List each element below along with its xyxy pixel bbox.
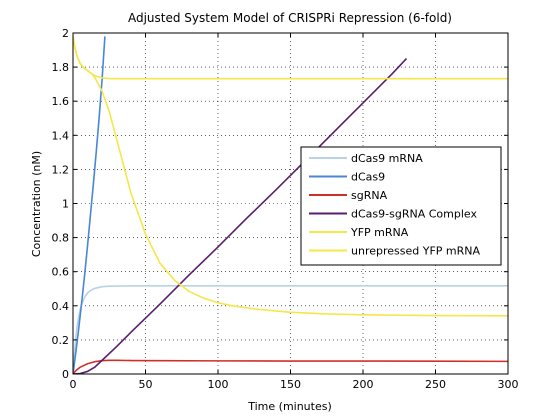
y-tick-label: 0.4 [52, 300, 70, 313]
legend-box [300, 146, 502, 266]
y-tick-label: 0 [62, 368, 69, 381]
x-tick-label: 0 [70, 378, 77, 391]
x-ticks: 0 50 100 150 200 250 300 [70, 33, 519, 391]
x-axis-label: Time (minutes) [247, 400, 332, 413]
grid-lines [73, 33, 508, 374]
series-line-dcas9 [73, 36, 106, 374]
y-tick-label: 0.2 [52, 334, 70, 347]
x-tick-label: 50 [139, 378, 153, 391]
x-tick-label: 150 [280, 378, 301, 391]
series-lines [73, 36, 508, 374]
legend-label: dCas9 [351, 171, 385, 184]
y-tick-label: 1.8 [52, 61, 70, 74]
x-tick-label: 250 [425, 378, 446, 391]
legend-label: dCas9 mRNA [351, 152, 423, 165]
y-tick-label: 1 [62, 198, 69, 211]
y-tick-label: 1.2 [52, 163, 70, 176]
y-tick-label: 0.8 [52, 232, 70, 245]
legend: dCas9 mRNA dCas9 sgRNA dCas9-sgRNA Complex Y… [300, 146, 502, 266]
y-tick-label: 1.4 [52, 129, 70, 142]
legend-label: YFP mRNA [350, 226, 409, 239]
y-tick-label: 0.6 [52, 266, 70, 279]
y-tick-label: 1.6 [52, 95, 70, 108]
y-ticks: 0 0.2 0.4 0.6 0.8 1 1.2 1.4 1.6 1.8 2 [52, 27, 508, 381]
x-tick-label: 100 [208, 378, 229, 391]
y-tick-label: 2 [62, 27, 69, 40]
y-axis-label: Concentration (nM) [30, 151, 43, 257]
chart-title: Adjusted System Model of CRISPRi Repress… [128, 11, 452, 25]
legend-label: sgRNA [351, 189, 388, 202]
series-line-complex [73, 58, 408, 374]
legend-label: unrepressed YFP mRNA [351, 245, 480, 258]
series-line-unrepressed-yfp-mrna [73, 36, 508, 80]
x-tick-label: 200 [353, 378, 374, 391]
series-line-dcas9-mrna [73, 285, 508, 374]
x-tick-label: 300 [498, 378, 519, 391]
series-line-sgrna [73, 359, 508, 374]
legend-label: dCas9-sgRNA Complex [351, 208, 477, 221]
